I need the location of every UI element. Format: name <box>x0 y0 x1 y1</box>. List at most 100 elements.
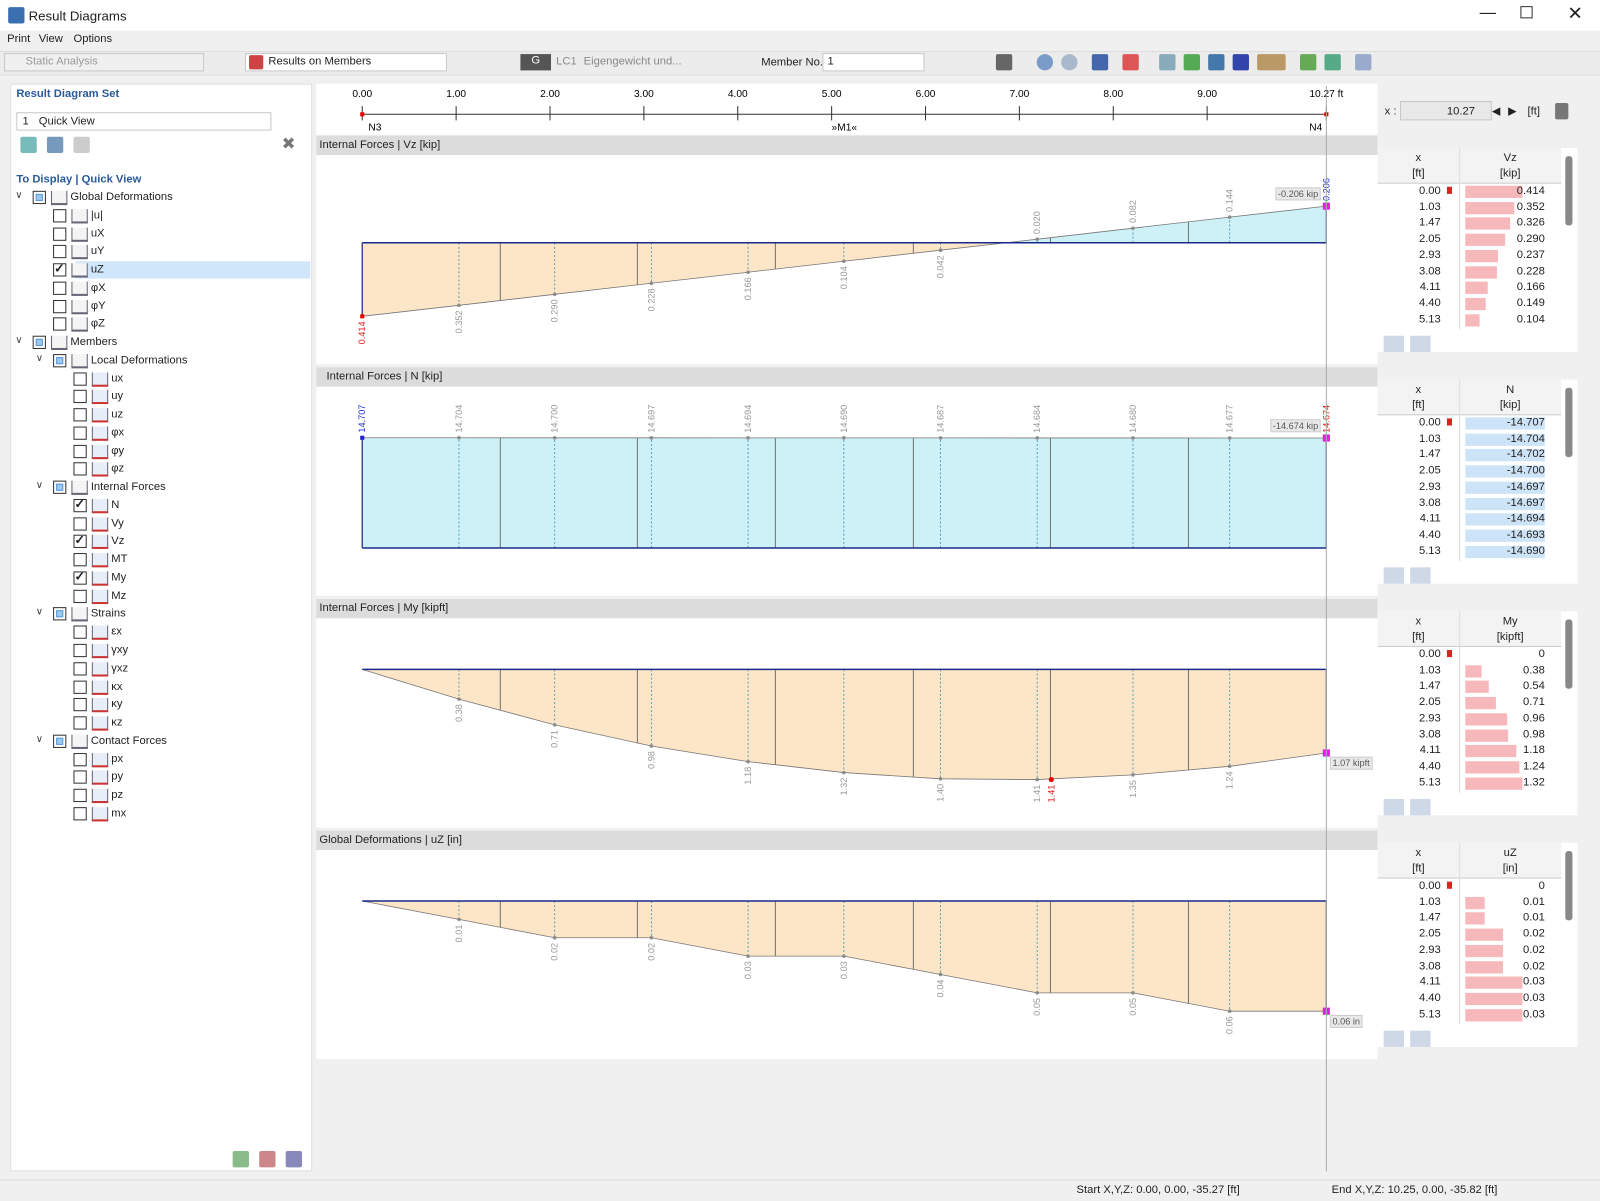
tree-label: γxz <box>111 662 128 674</box>
checkbox[interactable] <box>53 354 66 367</box>
zoom-out-icon[interactable] <box>1061 54 1077 70</box>
table-cell: 0.38 <box>1463 664 1545 676</box>
tool-icon[interactable] <box>1257 54 1286 70</box>
new-set-button[interactable] <box>20 137 36 153</box>
checkbox[interactable] <box>73 753 86 766</box>
x-next-button[interactable]: ▶ <box>1508 104 1517 117</box>
expand-arrow[interactable]: ∨ <box>36 480 43 491</box>
checkbox[interactable] <box>53 281 66 294</box>
tree-icon <box>92 771 108 785</box>
expand-arrow[interactable]: ∨ <box>36 733 43 744</box>
tree-label: φZ <box>91 318 105 330</box>
table-cell: 5.13 <box>1382 313 1441 325</box>
checkbox[interactable] <box>33 191 46 204</box>
checkbox[interactable] <box>73 680 86 693</box>
checkbox[interactable] <box>53 209 66 222</box>
checkbox[interactable] <box>73 698 86 711</box>
maximize-button[interactable] <box>1520 6 1532 18</box>
checkbox-partial <box>36 339 43 346</box>
tool-icon[interactable] <box>1159 54 1175 70</box>
checkbox[interactable] <box>73 517 86 530</box>
expand-arrow[interactable]: ∨ <box>36 607 43 618</box>
checkbox[interactable]: ✓ <box>73 535 86 548</box>
checkbox[interactable]: ✓ <box>73 571 86 584</box>
checkbox[interactable] <box>53 300 66 313</box>
checkbox[interactable] <box>73 408 86 421</box>
filter-button[interactable] <box>1410 799 1430 815</box>
tree-icon <box>92 626 108 640</box>
tool-icon[interactable] <box>1233 54 1249 70</box>
x-input[interactable] <box>1400 101 1492 120</box>
checkbox[interactable] <box>73 771 86 784</box>
checkbox[interactable] <box>73 789 86 802</box>
checkbox[interactable] <box>53 734 66 747</box>
header-divider <box>1459 380 1460 562</box>
column-header: x <box>1388 152 1449 164</box>
uncheck-all-button[interactable] <box>259 1151 275 1167</box>
checkbox[interactable] <box>73 372 86 385</box>
panel-title: Internal Forces | N [kip] <box>327 370 443 382</box>
invert-button[interactable] <box>286 1151 302 1167</box>
tree-icon <box>51 191 67 205</box>
checkbox[interactable]: ✓ <box>53 263 66 276</box>
checkbox[interactable] <box>73 590 86 603</box>
table-cell: 1.18 <box>1463 744 1545 756</box>
menu-item[interactable]: View <box>39 33 63 45</box>
check-all-button[interactable] <box>233 1151 249 1167</box>
filter-max-button[interactable] <box>1384 1031 1404 1047</box>
tree-icon <box>71 209 87 223</box>
expand-arrow[interactable]: ∨ <box>36 353 43 364</box>
menu-item[interactable]: Print <box>7 33 30 45</box>
checkbox[interactable] <box>53 227 66 240</box>
filter-max-button[interactable] <box>1384 567 1404 583</box>
column-unit: [kip] <box>1480 399 1541 411</box>
tool-icon[interactable] <box>1300 54 1316 70</box>
filter-button[interactable] <box>1410 1031 1430 1047</box>
filter-max-button[interactable] <box>1384 799 1404 815</box>
filter-button[interactable] <box>1410 567 1430 583</box>
print-icon[interactable] <box>996 54 1012 70</box>
zoom-icon[interactable] <box>1037 54 1053 70</box>
tool-icon[interactable] <box>1184 54 1200 70</box>
checkbox[interactable] <box>53 245 66 258</box>
table-cell: 1.47 <box>1382 912 1441 924</box>
tree-icon <box>71 734 87 748</box>
table-cell: 2.93 <box>1382 480 1441 492</box>
panel-title: Result Diagram Set <box>16 88 119 100</box>
tool-icon[interactable] <box>1122 54 1138 70</box>
checkbox[interactable] <box>73 807 86 820</box>
tool-icon[interactable] <box>1208 54 1224 70</box>
checkbox[interactable] <box>73 390 86 403</box>
tool-icon[interactable] <box>1355 54 1371 70</box>
expand-arrow[interactable]: ∨ <box>15 190 22 201</box>
set-name: Quick View <box>39 115 95 127</box>
menu-item[interactable]: Options <box>73 33 112 45</box>
filter-button[interactable] <box>1410 336 1430 352</box>
checkbox[interactable] <box>73 445 86 458</box>
copy-set-button[interactable] <box>47 137 63 153</box>
checkbox[interactable] <box>73 626 86 639</box>
checkbox[interactable]: ✓ <box>73 499 86 512</box>
checkbox[interactable] <box>73 463 86 476</box>
minimize-button[interactable]: — <box>1480 4 1496 22</box>
checkbox[interactable] <box>73 426 86 439</box>
checkbox[interactable] <box>73 644 86 657</box>
checkbox[interactable] <box>73 553 86 566</box>
checkbox[interactable] <box>73 662 86 675</box>
checkbox[interactable] <box>53 318 66 331</box>
x-prev-button[interactable]: ◀ <box>1492 104 1501 117</box>
close-button[interactable]: ✕ <box>1567 3 1582 24</box>
lock-button[interactable] <box>1555 103 1568 119</box>
tree-label: mx <box>111 807 126 819</box>
checkbox[interactable] <box>53 481 66 494</box>
delete-set-button[interactable]: ✖ <box>282 134 296 154</box>
member-dropdown[interactable] <box>822 53 924 71</box>
checkbox[interactable] <box>33 336 46 349</box>
tool-icon[interactable] <box>1324 54 1340 70</box>
filter-max-button[interactable] <box>1384 336 1404 352</box>
tool-icon[interactable] <box>1092 54 1108 70</box>
checkbox[interactable] <box>73 716 86 729</box>
expand-arrow[interactable]: ∨ <box>15 335 22 346</box>
edit-set-button[interactable] <box>73 137 89 153</box>
checkbox[interactable] <box>53 608 66 621</box>
